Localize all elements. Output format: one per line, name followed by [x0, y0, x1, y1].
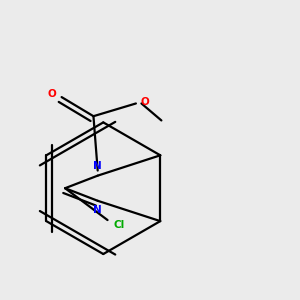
Text: N: N [93, 205, 102, 215]
Text: Cl: Cl [114, 220, 125, 230]
Text: N: N [93, 161, 102, 171]
Text: O: O [48, 89, 57, 99]
Text: O: O [141, 97, 150, 107]
